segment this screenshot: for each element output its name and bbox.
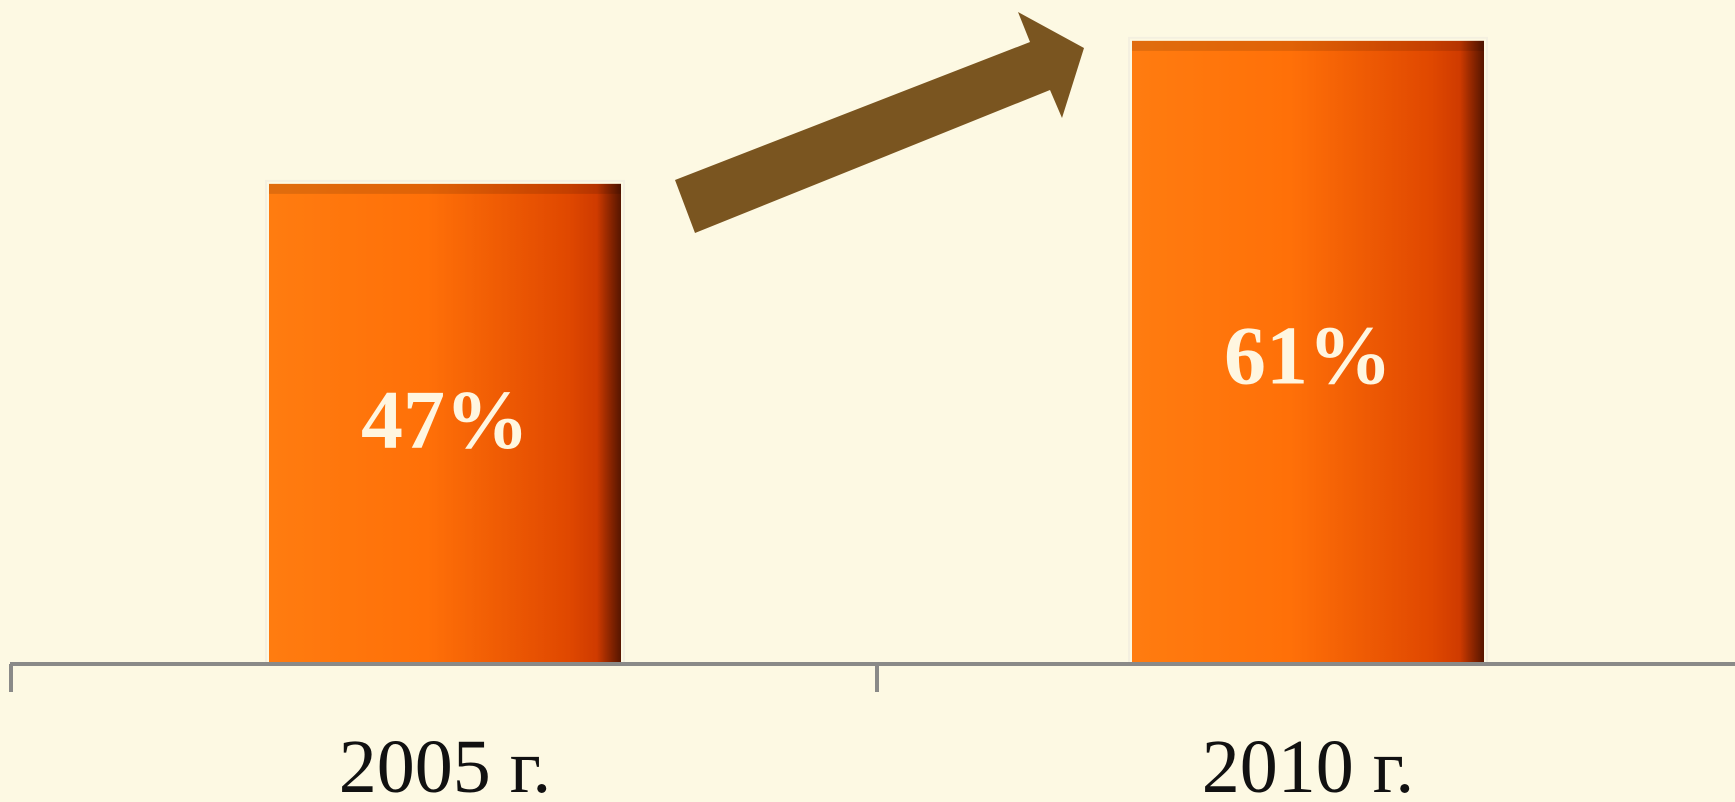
bar-top-bevel — [1132, 40, 1484, 51]
bar-shade — [1460, 40, 1484, 665]
bars-layer — [265, 36, 1488, 666]
x-axis — [9, 662, 1735, 692]
bar-shade — [597, 183, 621, 664]
bar-data-label: 47% — [361, 374, 529, 467]
bar — [269, 183, 621, 664]
labels-layer: 47% 2005 г. 61% 2010 г. — [339, 310, 1415, 802]
up-right-arrow-icon — [675, 12, 1084, 233]
bar-top-bevel — [269, 183, 621, 194]
bar-data-label: 61% — [1224, 310, 1392, 403]
bar — [1132, 40, 1484, 665]
category-label: 2010 г. — [1202, 725, 1415, 802]
category-label: 2005 г. — [339, 725, 552, 802]
